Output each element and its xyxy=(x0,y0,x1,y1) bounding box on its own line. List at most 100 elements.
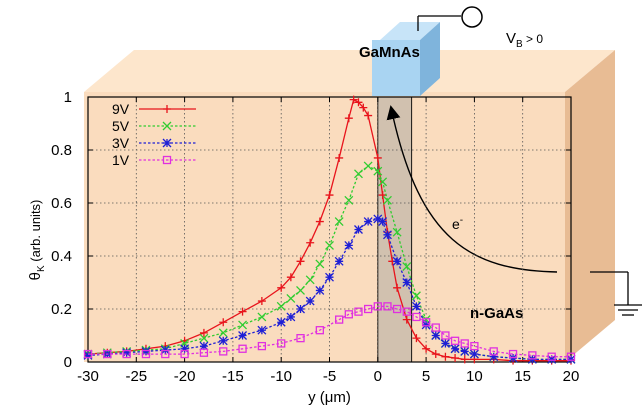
contact-side xyxy=(420,22,440,96)
electron-label: e- xyxy=(452,215,463,232)
data-point xyxy=(180,344,190,354)
x-tick-label: 20 xyxy=(563,368,580,385)
data-point xyxy=(421,318,431,327)
data-point xyxy=(528,351,537,360)
data-point xyxy=(257,312,267,322)
legend-label: 9V xyxy=(112,101,130,117)
data-series xyxy=(83,95,576,365)
x-tick-label: 5 xyxy=(422,368,430,385)
data-point xyxy=(344,114,353,123)
x-tick-label: -10 xyxy=(270,368,292,385)
data-point xyxy=(373,166,383,176)
data-point xyxy=(277,339,286,348)
data-point xyxy=(422,344,431,353)
data-point xyxy=(199,333,209,343)
data-point xyxy=(276,317,286,327)
data-point xyxy=(547,354,557,364)
data-point xyxy=(364,111,373,120)
data-point xyxy=(325,272,334,282)
data-point xyxy=(238,331,248,340)
data-point xyxy=(411,291,421,301)
electron-path-arrow xyxy=(386,105,558,273)
y-tick-label: 1 xyxy=(64,89,72,106)
data-point xyxy=(344,240,354,250)
data-point xyxy=(354,225,363,234)
series-line xyxy=(87,98,571,362)
data-point xyxy=(354,307,363,316)
data-point xyxy=(431,323,440,332)
data-point xyxy=(315,259,325,269)
data-point xyxy=(334,256,344,266)
data-point xyxy=(411,301,421,311)
data-point xyxy=(325,240,334,250)
data-point xyxy=(393,283,402,292)
data-point xyxy=(373,214,383,224)
data-point xyxy=(450,336,460,345)
data-point xyxy=(363,161,373,171)
x-tick-label: -30 xyxy=(77,368,99,385)
data-point xyxy=(83,349,93,359)
legend-swatch-marker xyxy=(162,121,172,131)
data-point xyxy=(383,195,392,205)
data-point xyxy=(359,103,368,112)
x-axis-ticks: -30 -25 -20 -15 -10 -5 0 5 10 15 20 xyxy=(77,97,579,385)
data-point xyxy=(440,338,450,348)
data-point xyxy=(460,339,469,348)
y-tick-label: 0 xyxy=(64,354,72,371)
data-point xyxy=(566,354,576,364)
data-point xyxy=(344,195,354,205)
data-point xyxy=(344,310,353,319)
data-point xyxy=(296,333,305,343)
data-point xyxy=(103,349,112,359)
y-axis-title: θK (arb. units) xyxy=(27,200,47,281)
data-point xyxy=(218,328,228,338)
data-point xyxy=(161,349,170,359)
data-point xyxy=(402,307,411,316)
data-point xyxy=(219,347,228,356)
data-point xyxy=(286,293,296,303)
data-point xyxy=(460,355,469,364)
contact-label: GaMnAs xyxy=(359,44,420,61)
data-point xyxy=(354,98,363,107)
data-point xyxy=(141,349,151,359)
x-tick-label: 15 xyxy=(514,368,531,385)
data-point xyxy=(122,348,132,358)
data-point xyxy=(378,217,388,227)
data-point xyxy=(238,344,247,353)
bias-label-sub: B xyxy=(516,39,523,50)
substrate-block-face xyxy=(84,92,565,362)
data-point xyxy=(392,256,402,266)
x-tick-label: -20 xyxy=(174,368,196,385)
substrate-block-side xyxy=(565,50,615,362)
legend-swatch-marker xyxy=(162,155,172,165)
data-point xyxy=(286,273,295,282)
data-point xyxy=(257,341,267,351)
data-point xyxy=(141,346,151,356)
data-point xyxy=(325,191,334,200)
data-point xyxy=(296,304,305,314)
data-point xyxy=(334,217,344,227)
y-tick-label: 0.2 xyxy=(51,301,72,318)
contact-face xyxy=(372,40,420,96)
substrate-label: n-GaAs xyxy=(470,305,523,322)
y-axis-title-rest: (arb. units) xyxy=(28,200,43,266)
data-point xyxy=(305,296,315,306)
data-point xyxy=(451,354,460,363)
data-point xyxy=(489,347,498,356)
data-point xyxy=(566,352,576,361)
electron-label-sup: - xyxy=(460,215,463,226)
data-point xyxy=(276,301,286,311)
y-tick-label: 0.6 xyxy=(51,195,72,212)
x-tick-label: -5 xyxy=(323,368,336,385)
data-point xyxy=(402,278,412,287)
data-point xyxy=(315,326,324,335)
data-point xyxy=(378,177,388,187)
data-point xyxy=(199,341,209,351)
data-point xyxy=(431,350,440,359)
data-point xyxy=(378,191,387,200)
data-point xyxy=(392,227,402,237)
legend-label: 1V xyxy=(112,152,130,168)
data-point xyxy=(286,312,296,322)
